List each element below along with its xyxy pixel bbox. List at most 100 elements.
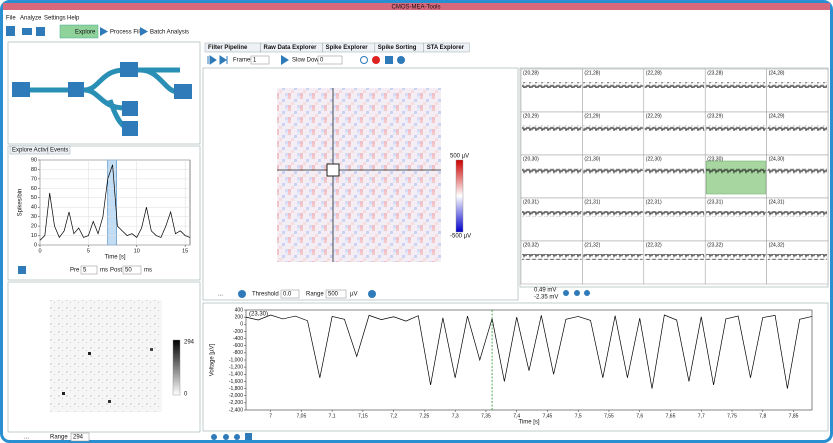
channel-label: (24,29) bbox=[769, 113, 785, 119]
node-icon[interactable] bbox=[68, 82, 84, 97]
channel-label: (23,31) bbox=[707, 199, 723, 205]
tool-icon[interactable] bbox=[6, 26, 15, 36]
toolbar-label[interactable]: Batch Analysis bbox=[150, 30, 189, 36]
x-tick-label: 7,45 bbox=[543, 413, 553, 419]
y-axis-label: Voltage [µV] bbox=[210, 343, 216, 376]
node-icon[interactable] bbox=[174, 84, 192, 99]
channel-label: (23,30) bbox=[707, 156, 723, 162]
y-tick-label: -2,200 bbox=[229, 400, 243, 406]
zoom-icon[interactable] bbox=[234, 434, 240, 440]
trace-noise bbox=[522, 82, 581, 88]
trace-noise bbox=[768, 125, 827, 131]
zoom-icon[interactable] bbox=[574, 290, 580, 296]
tab-label: Filter Pipeline bbox=[208, 45, 248, 51]
zoom-icon[interactable] bbox=[211, 434, 217, 440]
window-title: CMOS-MEA-Tools bbox=[391, 5, 440, 11]
x-tick-label: 7,15 bbox=[358, 413, 368, 419]
x-tick-label: 0 bbox=[38, 248, 41, 254]
y-tick-label: 0 bbox=[34, 242, 37, 248]
x-tick-label: 7,2 bbox=[390, 413, 397, 419]
frames-label: Frames bbox=[233, 58, 253, 64]
x-tick-label: 7,1 bbox=[329, 413, 336, 419]
trace-noise bbox=[706, 82, 765, 88]
y-tick-label: -1,000 bbox=[229, 357, 243, 363]
y-tick-label: -1,800 bbox=[229, 386, 243, 392]
y-tick-label: 90 bbox=[31, 157, 37, 163]
node-icon[interactable] bbox=[122, 121, 138, 136]
trace-chart: 4002000-200-400-600-800-1,000-1,200-1,40… bbox=[210, 307, 812, 425]
colorbar-max: 294 bbox=[184, 340, 195, 346]
hot-spot bbox=[88, 352, 91, 355]
channel-label: (23,29) bbox=[707, 113, 723, 119]
x-tick-label: 7,75 bbox=[727, 413, 737, 419]
x-tick-label: 7,55 bbox=[604, 413, 614, 419]
tab-label: Events bbox=[50, 148, 68, 154]
more-button[interactable]: ... bbox=[218, 292, 223, 298]
x-tick-label: 10 bbox=[134, 248, 140, 254]
post-value: 50 bbox=[125, 268, 132, 274]
range-value: 294 bbox=[73, 435, 84, 441]
node-icon[interactable] bbox=[12, 82, 30, 97]
channel-label: (21,28) bbox=[584, 70, 600, 76]
zoom-icon[interactable] bbox=[584, 290, 590, 296]
y-tick-label: 20 bbox=[31, 224, 37, 230]
trace-noise bbox=[645, 125, 704, 131]
range-label: Range bbox=[306, 292, 324, 298]
trace-noise bbox=[522, 125, 581, 131]
colorbar-max: 500 µV bbox=[450, 154, 469, 160]
trace-noise bbox=[768, 82, 827, 88]
channel-label: (20,29) bbox=[523, 113, 539, 119]
zoom-icon[interactable] bbox=[563, 290, 569, 296]
node-icon[interactable] bbox=[122, 101, 138, 116]
record-icon[interactable] bbox=[372, 56, 380, 64]
tool-icon[interactable] bbox=[22, 28, 32, 35]
selected-electrode[interactable] bbox=[327, 164, 339, 176]
channel-label: (23,32) bbox=[707, 242, 723, 248]
tool-icon[interactable] bbox=[36, 27, 45, 36]
channel-label: (21,29) bbox=[584, 113, 600, 119]
y-tick-label: -1,200 bbox=[229, 364, 243, 370]
menu-item[interactable]: Help bbox=[67, 16, 80, 22]
control-icon[interactable] bbox=[238, 290, 246, 298]
control-icon[interactable] bbox=[368, 290, 376, 298]
channel-label: (23,30) bbox=[249, 312, 268, 318]
plot-area bbox=[246, 310, 812, 410]
tab-label: Spike Explorer bbox=[326, 45, 369, 51]
activity-chart: 0102030405060708090051015Time [s]Spikes/… bbox=[18, 157, 190, 260]
scale-max: 0.49 mV bbox=[534, 288, 556, 294]
x-tick-label: 7 bbox=[269, 413, 272, 419]
slowdown-label: Slow Down bbox=[292, 58, 322, 64]
tab-label: STA Explorer bbox=[427, 45, 465, 51]
trace-noise bbox=[583, 254, 642, 260]
trace-noise bbox=[768, 254, 827, 260]
y-tick-label: 50 bbox=[31, 195, 37, 201]
overview-heatmap bbox=[50, 300, 162, 412]
menu-item[interactable]: Analyze bbox=[20, 16, 42, 22]
menu-item[interactable]: Settings bbox=[44, 16, 66, 22]
y-tick-label: 70 bbox=[31, 176, 37, 182]
scale-min: -2.35 mV bbox=[534, 295, 558, 301]
trace-noise bbox=[583, 82, 642, 88]
raw-heatmap bbox=[277, 88, 441, 262]
x-tick-label: 7,25 bbox=[420, 413, 430, 419]
control-icon[interactable] bbox=[397, 56, 405, 64]
control-icon[interactable] bbox=[18, 266, 26, 274]
x-tick-label: 5 bbox=[87, 248, 90, 254]
range-value: 500 bbox=[328, 292, 339, 298]
pre-unit: ms bbox=[100, 268, 108, 274]
threshold-value: 0.0 bbox=[283, 292, 292, 298]
node-icon[interactable] bbox=[120, 62, 138, 77]
tab-label: Explore Activity bbox=[12, 148, 53, 154]
control-icon[interactable] bbox=[385, 56, 393, 64]
x-tick-label: 7,5 bbox=[575, 413, 582, 419]
toolbar-label[interactable]: Process File bbox=[110, 30, 144, 36]
menu-item[interactable]: File bbox=[6, 16, 16, 22]
channel-label: (22,32) bbox=[646, 242, 662, 248]
more-button[interactable]: ... bbox=[24, 435, 29, 441]
save-icon[interactable] bbox=[245, 433, 252, 440]
zoom-icon[interactable] bbox=[223, 434, 229, 440]
y-axis-label: Spikes/bin bbox=[18, 189, 24, 217]
channel-label: (24,32) bbox=[769, 242, 785, 248]
y-tick-label: -1,600 bbox=[229, 379, 243, 385]
